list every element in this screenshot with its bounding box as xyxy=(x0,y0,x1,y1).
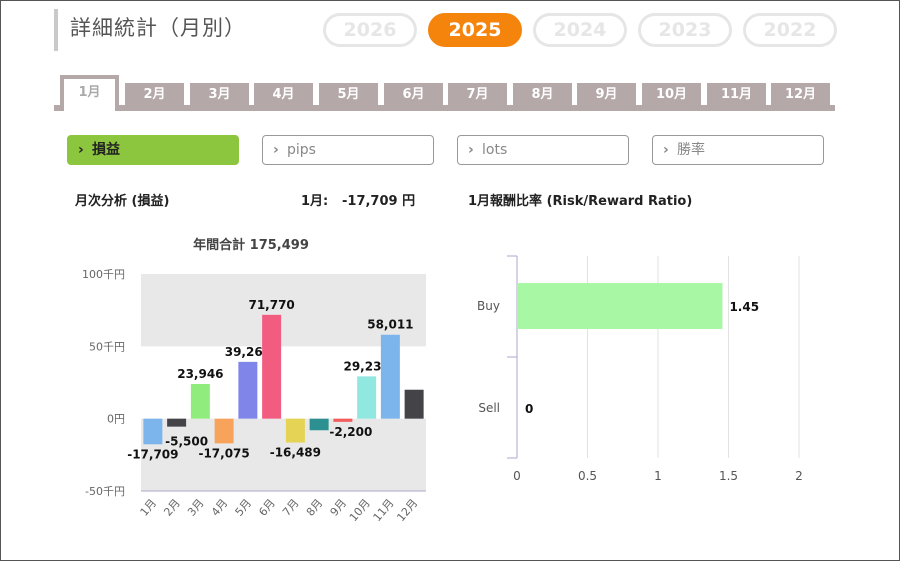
filter-profit-label: 損益 xyxy=(92,142,120,158)
tab-month-6[interactable]: 6月 xyxy=(384,83,443,105)
bar xyxy=(143,418,163,445)
tab-month-8[interactable]: 8月 xyxy=(513,83,572,105)
tab-month-10[interactable]: 10月 xyxy=(642,83,701,105)
x-tick-label: 0.5 xyxy=(578,469,597,483)
chevron-right-icon: › xyxy=(273,142,279,158)
y-category-label: Sell xyxy=(478,401,500,415)
plot-band xyxy=(141,418,426,491)
bar xyxy=(238,361,258,419)
filter-winrate-button[interactable]: › 勝率 xyxy=(652,135,824,165)
monthly-profit-chart: 100千円 50千円 0円 -50千円 年間合計 175,499 -17,709 1月 -5,… xyxy=(82,237,426,525)
monthly-analysis-label: 月次分析 (損益) xyxy=(75,194,170,209)
data-label: -2,200 xyxy=(329,425,372,439)
chevron-right-icon: › xyxy=(468,142,474,158)
x-tick-label: 1月 xyxy=(138,497,160,519)
y-category-label: Buy xyxy=(477,299,500,313)
year-2024-button[interactable]: 2024 xyxy=(533,13,627,47)
x-tick-label: 8月 xyxy=(304,497,326,519)
data-label: 71,770 xyxy=(248,298,294,312)
bar xyxy=(380,334,400,419)
tab-month-9[interactable]: 9月 xyxy=(577,83,636,105)
data-label: -17,075 xyxy=(198,446,249,460)
filter-lots-button[interactable]: › lots xyxy=(457,135,629,165)
data-label: -17,709 xyxy=(127,447,178,461)
x-tick-label: 11月 xyxy=(371,497,397,525)
y-tick-label: 0円 xyxy=(107,413,125,426)
tab-month-5[interactable]: 5月 xyxy=(319,83,378,105)
bar xyxy=(167,418,187,427)
tab-month-2[interactable]: 2月 xyxy=(125,83,184,105)
data-label: 58,011 xyxy=(367,318,413,332)
x-tick-label: 10月 xyxy=(347,497,373,525)
year-2023-button[interactable]: 2023 xyxy=(638,13,732,47)
month-tabs-baseline xyxy=(54,105,835,111)
x-tick-label: 5月 xyxy=(233,497,255,519)
filter-lots-label: lots xyxy=(482,142,508,158)
tab-month-11[interactable]: 11月 xyxy=(707,83,766,105)
x-tick-label: 0 xyxy=(513,469,521,483)
data-label: 39,268 xyxy=(225,345,271,359)
data-label: 23,946 xyxy=(177,367,223,381)
month-summary-label: 1月: xyxy=(301,194,329,209)
data-label: -5,500 xyxy=(165,435,208,449)
bar xyxy=(333,418,353,422)
x-tick-label: 3月 xyxy=(185,497,207,519)
filter-profit-button[interactable]: › 損益 xyxy=(67,135,239,165)
plot-band xyxy=(141,274,426,347)
filter-pips-button[interactable]: › pips xyxy=(262,135,434,165)
filter-winrate-label: 勝率 xyxy=(677,142,705,158)
bar xyxy=(404,389,424,419)
title-bar: 詳細統計（月別） xyxy=(54,9,246,51)
bar xyxy=(190,384,210,419)
data-label: -16,489 xyxy=(270,446,321,460)
tab-month-12[interactable]: 12月 xyxy=(771,83,830,105)
year-2026-button[interactable]: 2026 xyxy=(323,13,417,47)
risk-reward-chart: 0 0.5 1 1.5 2 Buy 1.45 Sell 0 xyxy=(477,255,803,483)
y-tick-label: 50千円 xyxy=(89,340,125,353)
tab-month-7[interactable]: 7月 xyxy=(448,83,507,105)
bar xyxy=(262,314,282,419)
bar xyxy=(357,376,377,419)
chevron-right-icon: › xyxy=(663,142,669,158)
x-tick-label: 2月 xyxy=(161,497,183,519)
bar xyxy=(518,283,723,329)
x-tick-label: 2 xyxy=(795,469,803,483)
data-label: 29,238 xyxy=(343,359,389,373)
year-2025-button[interactable]: 2025 xyxy=(428,13,522,47)
x-tick-label: 7月 xyxy=(280,497,302,519)
x-tick-label: 12月 xyxy=(394,497,420,525)
page-title: 詳細統計（月別） xyxy=(70,16,246,40)
y-tick-label: 100千円 xyxy=(82,268,125,281)
year-2022-button[interactable]: 2022 xyxy=(743,13,837,47)
rr-title: 1月報酬比率 (Risk/Reward Ratio) xyxy=(468,194,693,209)
bar xyxy=(309,418,329,431)
x-tick-label: 4月 xyxy=(209,497,231,519)
bar xyxy=(214,418,234,444)
x-tick-label: 1 xyxy=(654,469,662,483)
x-tick-label: 6月 xyxy=(256,497,278,519)
x-tick-label: 1.5 xyxy=(719,469,738,483)
chevron-right-icon: › xyxy=(78,142,84,158)
data-label: 1.45 xyxy=(729,300,759,314)
tab-month-3[interactable]: 3月 xyxy=(190,83,249,105)
tab-month-4[interactable]: 4月 xyxy=(254,83,313,105)
filter-pips-label: pips xyxy=(287,142,316,158)
data-label: 0 xyxy=(525,402,533,416)
month-summary-value: -17,709 円 xyxy=(342,194,416,209)
y-tick-label: -50千円 xyxy=(85,485,125,498)
chart-title: 年間合計 175,499 xyxy=(193,237,309,253)
bar xyxy=(285,418,305,443)
tab-month-1[interactable]: 1月 xyxy=(60,75,119,111)
